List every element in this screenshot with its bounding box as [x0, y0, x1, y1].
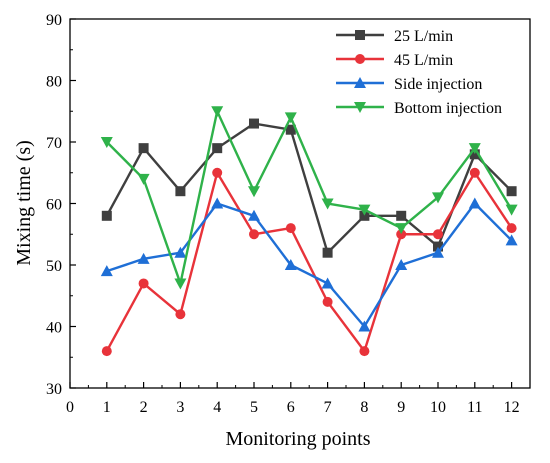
- data-point: [468, 197, 481, 209]
- data-point: [358, 320, 371, 332]
- data-point: [505, 234, 518, 246]
- x-tick-label: 7: [324, 399, 332, 416]
- x-tick-label: 0: [66, 399, 74, 416]
- data-point: [137, 252, 150, 264]
- y-tick-label: 50: [46, 258, 62, 275]
- plot-border: [69, 18, 531, 389]
- y-tick-label: 70: [46, 135, 62, 152]
- data-point: [321, 277, 334, 289]
- data-point: [433, 241, 443, 252]
- legend-marker: [355, 54, 365, 64]
- series-line: [105, 107, 513, 288]
- data-point: [101, 346, 112, 357]
- data-point: [432, 192, 444, 204]
- series-line: [106, 201, 513, 329]
- data-point: [249, 118, 259, 129]
- y-tick-label: 60: [46, 197, 62, 214]
- data-point: [175, 309, 186, 320]
- x-tick-label: 8: [360, 399, 368, 416]
- data-point: [212, 143, 223, 154]
- legend-item: Side injection: [336, 76, 482, 93]
- x-tick-label: 6: [287, 399, 295, 416]
- legend-label: 45 L/min: [394, 52, 453, 69]
- y-axis-title: Mixing time (s): [13, 140, 35, 266]
- x-tick-label: 12: [504, 399, 520, 416]
- data-point: [322, 247, 333, 258]
- data-point: [248, 186, 260, 198]
- series-line: [105, 169, 513, 354]
- x-axis: 0 1 2 3 4 5 6 7 8 9 10 11 12: [66, 382, 520, 416]
- x-axis-title: Monitoring points: [225, 428, 370, 450]
- data-point: [505, 204, 518, 216]
- data-point: [285, 223, 296, 234]
- legend-item: Bottom injection: [336, 100, 502, 117]
- data-point: [469, 167, 480, 178]
- legend-item: 25 L/min: [336, 28, 453, 45]
- data-point: [284, 259, 297, 270]
- legend-marker: [354, 102, 366, 113]
- legend-marker: [354, 77, 366, 88]
- x-tick-label: 4: [213, 399, 221, 416]
- series-side-injection: [100, 197, 518, 332]
- data-point: [433, 229, 443, 240]
- x-tick-label: 5: [250, 399, 258, 416]
- series-bottom-injection: [100, 106, 518, 290]
- legend-label: Side injection: [394, 76, 482, 93]
- data-point: [100, 265, 113, 277]
- data-point: [248, 209, 260, 221]
- data-point: [137, 173, 150, 185]
- data-point: [395, 223, 408, 235]
- series-45-l-min: [101, 167, 517, 357]
- plot-area: [69, 18, 531, 389]
- data-point: [211, 197, 224, 209]
- legend-marker: [355, 30, 365, 40]
- data-point: [359, 346, 370, 357]
- series-25-l-min: [101, 118, 517, 258]
- data-point: [101, 210, 112, 221]
- data-point: [321, 198, 334, 210]
- data-point: [174, 246, 187, 258]
- series-line: [105, 122, 513, 255]
- y-axis: 30 40 50 60 70 80 90: [46, 12, 76, 398]
- data-point: [211, 106, 224, 118]
- legend-label: 25 L/min: [394, 28, 453, 45]
- y-tick-label: 40: [46, 320, 62, 337]
- data-point: [174, 278, 187, 290]
- legend-label: Bottom injection: [394, 100, 502, 117]
- legend-item: 45 L/min: [336, 52, 453, 69]
- data-point: [359, 210, 370, 221]
- series-layer: [100, 106, 518, 357]
- data-point: [249, 229, 259, 240]
- x-tick-label: 9: [397, 399, 405, 416]
- data-point: [469, 149, 480, 160]
- data-point: [175, 186, 186, 197]
- data-point: [396, 229, 407, 240]
- data-point: [322, 296, 333, 307]
- legend: 25 L/min 45 L/min Side injection Bottom inj…: [336, 28, 502, 117]
- data-point: [212, 167, 223, 178]
- data-point: [506, 186, 517, 197]
- data-point: [100, 137, 113, 148]
- data-point: [506, 223, 517, 234]
- y-tick-label: 90: [46, 12, 62, 29]
- x-tick-label: 2: [140, 399, 148, 416]
- y-tick-label: 80: [46, 74, 62, 91]
- data-point: [358, 204, 371, 216]
- data-point: [468, 143, 481, 155]
- x-tick-label: 1: [103, 399, 111, 416]
- data-point: [395, 259, 408, 270]
- x-tick-label: 11: [467, 399, 482, 416]
- x-tick-label: 10: [430, 399, 446, 416]
- data-point: [138, 143, 149, 154]
- data-point: [396, 210, 407, 221]
- y-tick-label: 30: [46, 381, 62, 398]
- data-point: [285, 124, 296, 135]
- x-tick-label: 3: [176, 399, 184, 416]
- data-point: [284, 112, 297, 124]
- data-point: [432, 246, 444, 258]
- data-point: [138, 278, 149, 289]
